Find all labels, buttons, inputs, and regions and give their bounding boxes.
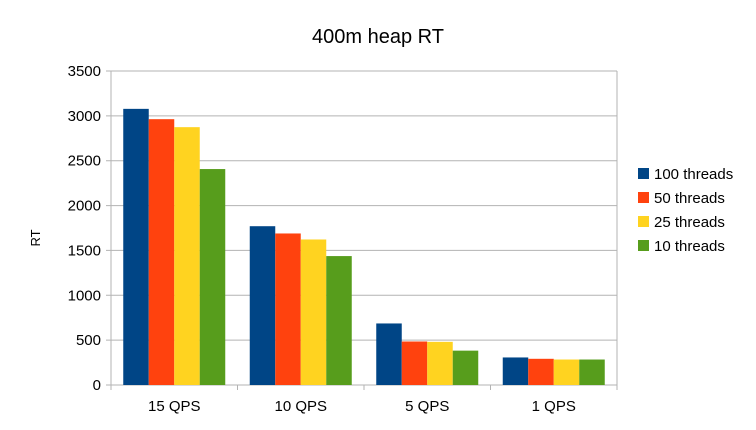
bar — [502, 357, 529, 385]
bar — [579, 359, 605, 385]
bar — [275, 233, 301, 385]
bar — [148, 119, 175, 385]
bar — [528, 358, 554, 385]
y-tick-label: 0 — [93, 377, 101, 394]
bar — [249, 226, 276, 385]
legend-swatch — [638, 168, 649, 179]
x-tick-label: 15 QPS — [148, 398, 201, 415]
legend-swatch — [638, 192, 649, 203]
bar — [401, 341, 428, 385]
legend-label: 10 threads — [654, 238, 725, 255]
bar — [300, 239, 327, 385]
y-tick-label: 1000 — [68, 287, 101, 304]
bar — [326, 256, 352, 385]
bar — [553, 359, 580, 385]
legend-swatch — [638, 240, 649, 251]
y-tick-label: 3000 — [68, 108, 101, 125]
legend-label: 25 threads — [654, 214, 725, 231]
x-tick-label: 5 QPS — [405, 398, 449, 415]
y-tick-label: 500 — [76, 332, 101, 349]
bar — [376, 323, 402, 385]
y-tick-label: 2000 — [68, 198, 101, 215]
bar — [199, 169, 226, 385]
x-tick-label: 10 QPS — [274, 398, 327, 415]
chart-title: 400m heap RT — [312, 26, 444, 48]
bar — [123, 108, 149, 385]
legend-label: 100 threads — [654, 166, 733, 183]
y-tick-label: 3500 — [68, 63, 101, 80]
bar — [174, 127, 200, 386]
y-axis-label: RT — [28, 229, 43, 246]
bar — [427, 341, 453, 385]
bar — [452, 350, 479, 385]
legend-swatch — [638, 216, 649, 227]
y-tick-label: 1500 — [68, 242, 101, 259]
legend-label: 50 threads — [654, 190, 725, 207]
y-tick-label: 2500 — [68, 153, 101, 170]
x-tick-label: 1 QPS — [532, 398, 576, 415]
